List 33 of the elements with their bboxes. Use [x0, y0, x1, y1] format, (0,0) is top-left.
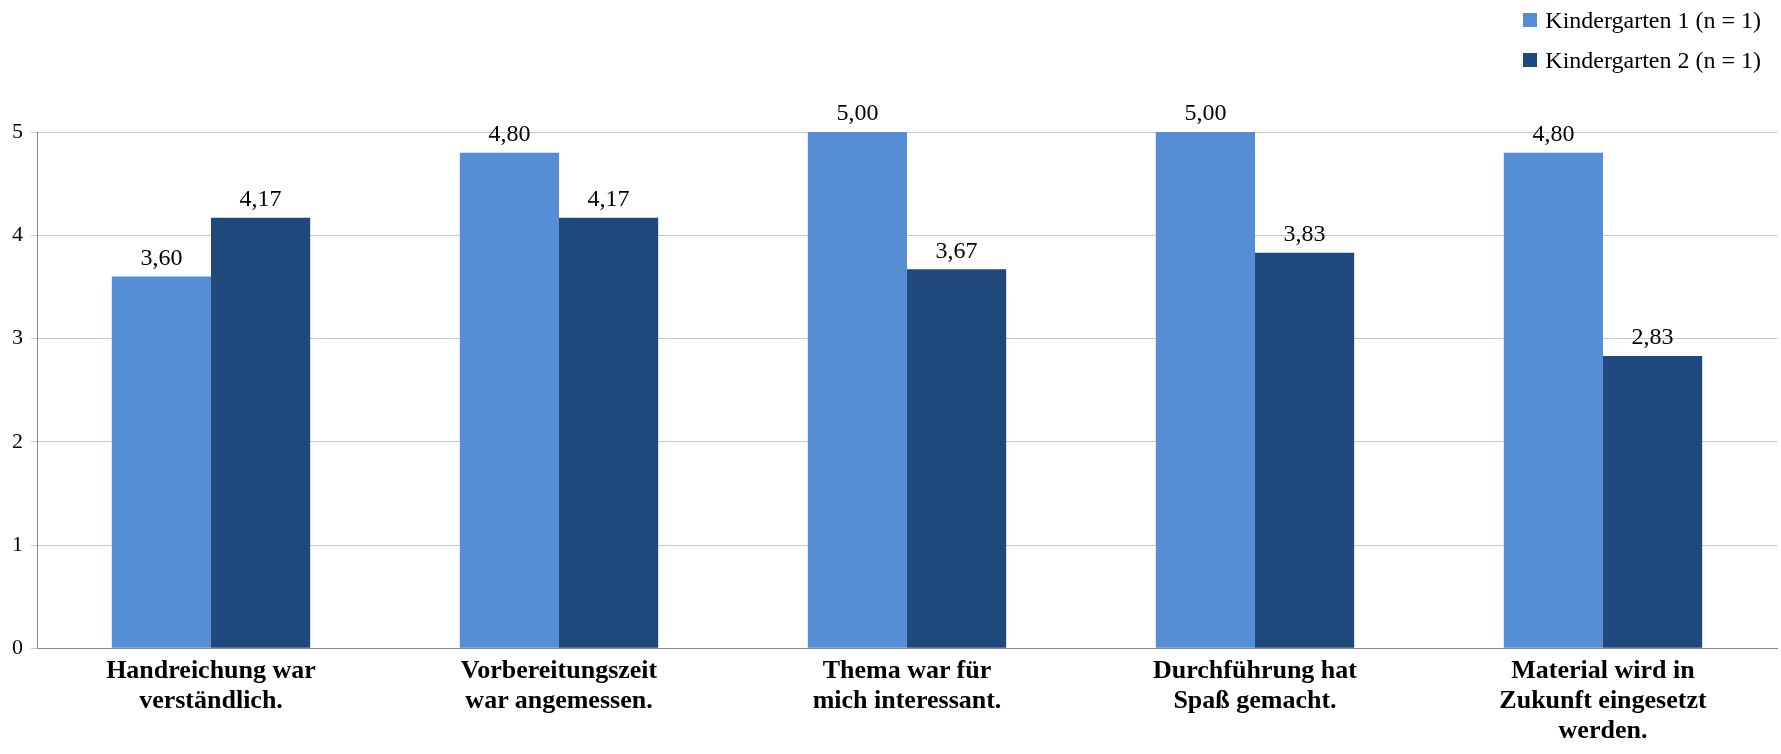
- x-tick-label: Handreichung war verständlich.: [106, 654, 316, 714]
- bar: [807, 132, 907, 648]
- bar: [559, 217, 659, 648]
- data-label: 3,60: [140, 243, 183, 270]
- bar: [1155, 132, 1255, 648]
- y-tick-label: 3: [12, 324, 23, 350]
- y-tick-label: 5: [12, 117, 23, 143]
- y-tick-label: 1: [12, 530, 23, 556]
- data-label: 5,00: [1184, 99, 1227, 126]
- bar: [459, 152, 559, 648]
- x-tick-label: Vorbereitungszeit war angemessen.: [460, 654, 658, 714]
- bar: [211, 217, 311, 648]
- data-label: 5,00: [836, 99, 879, 126]
- bar: [907, 269, 1007, 648]
- x-tick-label: Durchführung hat Spaß gemacht.: [1153, 654, 1358, 714]
- bar: [111, 276, 211, 648]
- legend-label: Kindergarten 2 (n = 1): [1545, 46, 1761, 75]
- data-label: 4,80: [488, 119, 531, 146]
- bar: [1503, 152, 1603, 648]
- y-tick-label: 4: [12, 221, 23, 247]
- bar: [1603, 356, 1703, 648]
- bar: [1255, 252, 1355, 648]
- data-label: 2,83: [1631, 323, 1674, 350]
- y-tick-label: 0: [12, 634, 23, 660]
- data-label: 3,83: [1283, 220, 1326, 247]
- data-label: 3,67: [935, 236, 978, 263]
- y-tick-label: 2: [12, 427, 23, 453]
- x-tick-label: Thema war für mich interessant.: [812, 654, 1002, 714]
- data-label: 4,17: [587, 185, 630, 211]
- data-label: 4,80: [1532, 119, 1575, 146]
- x-tick-label: Material wird in Zukunft eingesetzt werden.: [1499, 654, 1707, 744]
- data-label: 4,17: [239, 185, 282, 211]
- legend-label: Kindergarten 1 (n = 1): [1545, 6, 1761, 35]
